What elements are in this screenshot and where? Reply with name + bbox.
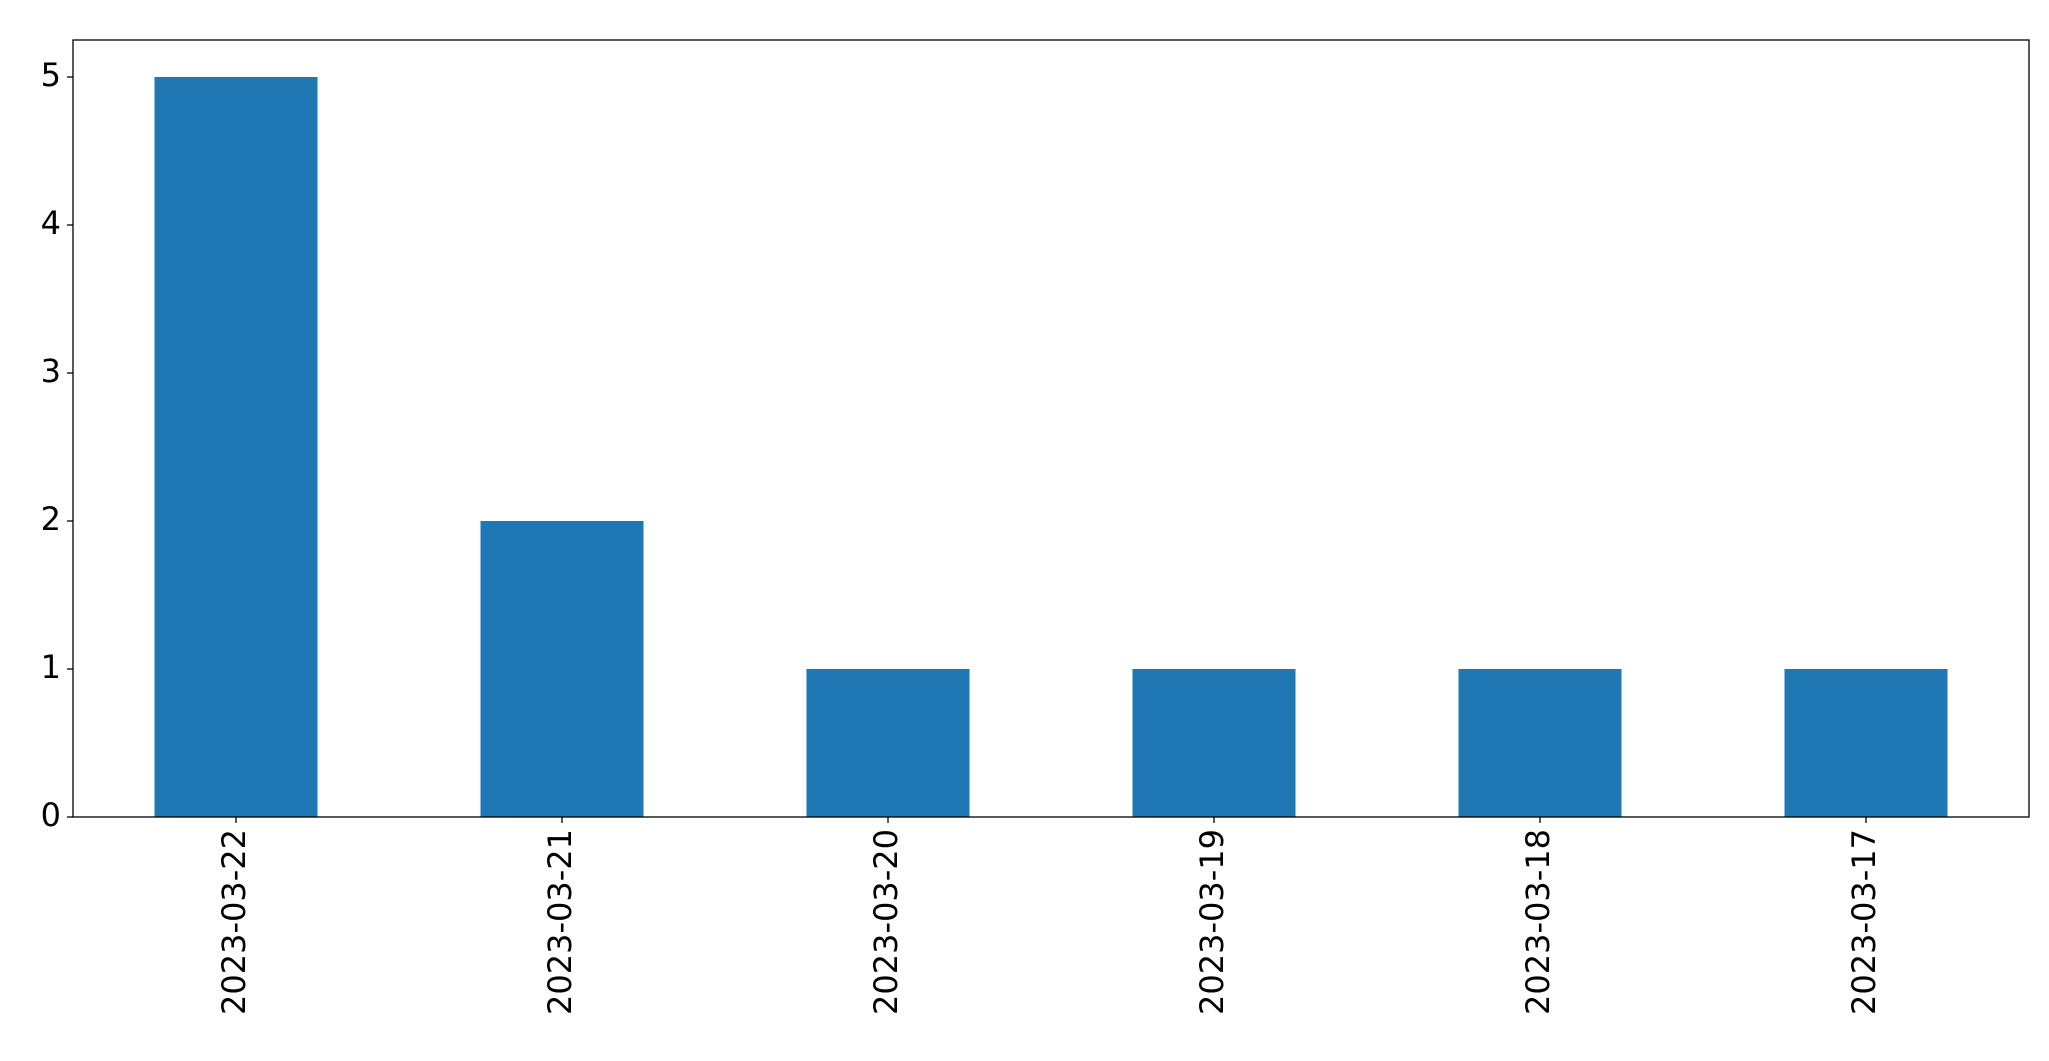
bar <box>154 77 318 817</box>
y-tick-label: 2 <box>41 500 61 538</box>
x-tick-label: 2023-03-19 <box>1193 829 1231 1015</box>
x-tick-label: 2023-03-20 <box>867 829 905 1015</box>
bar <box>480 521 644 817</box>
bar <box>1784 669 1948 817</box>
y-tick-label: 3 <box>41 352 61 390</box>
y-tick-label: 1 <box>41 648 61 686</box>
y-tick-label: 5 <box>41 56 61 94</box>
x-tick-label: 2023-03-18 <box>1519 829 1557 1015</box>
x-tick-label: 2023-03-22 <box>215 829 253 1015</box>
x-tick-label: 2023-03-21 <box>541 829 579 1015</box>
y-tick-label: 0 <box>41 796 61 834</box>
y-tick-label: 4 <box>41 204 61 242</box>
bar <box>1458 669 1622 817</box>
bar <box>806 669 970 817</box>
plot-frame <box>72 39 2030 818</box>
x-tick-label: 2023-03-17 <box>1845 829 1883 1015</box>
bar <box>1132 669 1296 817</box>
